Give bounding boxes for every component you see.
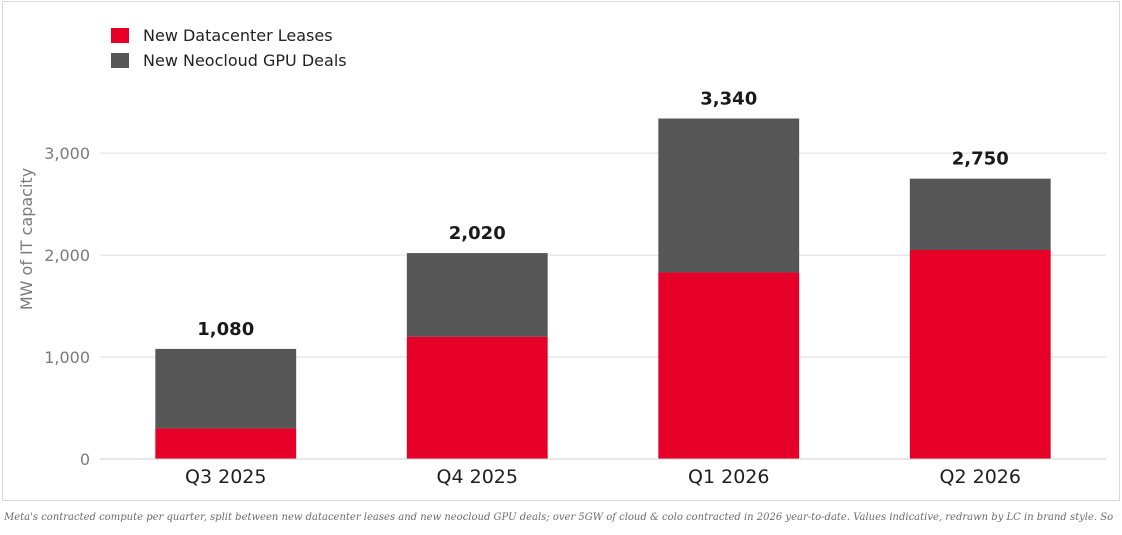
x-tick-label: Q2 2026: [940, 466, 1021, 488]
y-tick-label: 1,000: [44, 348, 90, 367]
chart-caption: Meta's contracted compute per quarter, s…: [4, 512, 1114, 523]
data-labels: 1,080 2,020 3,340 2,750: [197, 89, 1008, 340]
bar-datacenter-leases: [155, 428, 297, 459]
bar-total-label: 2,750: [952, 149, 1009, 170]
bar-total-label: 2,020: [449, 223, 506, 244]
y-tick-label: 3,000: [44, 144, 90, 163]
legend: New Datacenter Leases New Neocloud GPU De…: [111, 26, 347, 70]
bar-neocloud-gpu-deals: [658, 118, 800, 273]
x-tick-label: Q4 2025: [437, 466, 518, 488]
y-axis-label: MW of IT capacity: [17, 168, 36, 310]
x-tick-label: Q1 2026: [688, 466, 769, 488]
bar-datacenter-leases: [406, 336, 548, 459]
legend-label: New Datacenter Leases: [143, 26, 333, 45]
bar-datacenter-leases: [909, 250, 1051, 459]
legend-swatch: [111, 53, 129, 68]
axes: 0 1,000 2,000 3,000 Q3 2025 Q4 2025 Q1 2026 Q2 …: [44, 144, 1106, 488]
bar-neocloud-gpu-deals: [406, 253, 548, 337]
bar-neocloud-gpu-deals: [155, 348, 297, 429]
y-tick-label: 2,000: [44, 246, 90, 265]
bars: [155, 118, 1051, 459]
stacked-bar-chart: 0 1,000 2,000 3,000 Q3 2025 Q4 2025 Q1 2026 Q2 …: [17, 26, 1106, 488]
x-tick-label: Q3 2025: [185, 466, 266, 488]
bar-total-label: 3,340: [700, 89, 757, 110]
legend-swatch: [111, 28, 129, 43]
bar-neocloud-gpu-deals: [909, 178, 1051, 251]
legend-label: New Neocloud GPU Deals: [143, 51, 347, 70]
y-tick-label: 0: [80, 450, 90, 469]
bar-total-label: 1,080: [197, 319, 254, 340]
bar-datacenter-leases: [658, 272, 800, 459]
